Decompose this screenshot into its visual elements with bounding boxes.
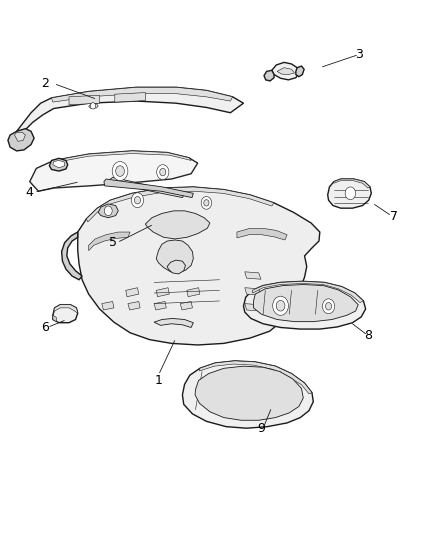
- Circle shape: [344, 187, 355, 200]
- Polygon shape: [333, 179, 369, 188]
- Text: 4: 4: [26, 186, 34, 199]
- Polygon shape: [53, 160, 64, 168]
- Polygon shape: [78, 187, 319, 345]
- Text: 5: 5: [108, 236, 117, 249]
- Circle shape: [203, 200, 208, 206]
- Polygon shape: [88, 104, 98, 109]
- Polygon shape: [186, 288, 199, 297]
- Polygon shape: [69, 95, 99, 105]
- Polygon shape: [271, 62, 298, 80]
- Circle shape: [112, 161, 127, 181]
- Polygon shape: [98, 204, 118, 217]
- Polygon shape: [108, 177, 184, 198]
- Text: 7: 7: [389, 209, 397, 223]
- Circle shape: [131, 193, 143, 208]
- Polygon shape: [167, 260, 185, 274]
- Polygon shape: [30, 151, 197, 191]
- Text: 2: 2: [41, 77, 49, 90]
- Polygon shape: [237, 228, 286, 240]
- Polygon shape: [327, 179, 371, 208]
- Polygon shape: [180, 302, 192, 310]
- Text: 1: 1: [154, 374, 162, 387]
- Polygon shape: [53, 151, 191, 163]
- Circle shape: [116, 166, 124, 176]
- Polygon shape: [295, 66, 304, 77]
- Polygon shape: [104, 179, 193, 198]
- Polygon shape: [8, 128, 34, 151]
- Polygon shape: [263, 70, 273, 81]
- Circle shape: [325, 303, 331, 310]
- Circle shape: [322, 299, 334, 314]
- Polygon shape: [53, 316, 56, 321]
- Polygon shape: [156, 288, 169, 297]
- Circle shape: [104, 206, 112, 216]
- Polygon shape: [244, 272, 260, 279]
- Text: 3: 3: [354, 48, 362, 61]
- Text: 8: 8: [363, 329, 371, 342]
- Polygon shape: [244, 288, 260, 295]
- Polygon shape: [102, 302, 114, 310]
- Polygon shape: [252, 281, 363, 303]
- Polygon shape: [125, 288, 138, 297]
- Polygon shape: [88, 232, 130, 251]
- Circle shape: [134, 197, 140, 204]
- Polygon shape: [243, 281, 365, 329]
- Circle shape: [272, 296, 288, 316]
- Circle shape: [90, 103, 95, 109]
- Text: 9: 9: [256, 422, 264, 435]
- Polygon shape: [86, 187, 273, 222]
- Polygon shape: [244, 304, 260, 311]
- Polygon shape: [61, 232, 82, 280]
- Polygon shape: [154, 302, 166, 310]
- Polygon shape: [127, 302, 140, 310]
- Circle shape: [201, 197, 211, 209]
- Polygon shape: [53, 305, 78, 322]
- Circle shape: [156, 165, 169, 180]
- Polygon shape: [49, 158, 67, 171]
- Text: 6: 6: [41, 321, 49, 334]
- Polygon shape: [253, 285, 357, 321]
- Polygon shape: [145, 211, 209, 239]
- Polygon shape: [14, 132, 25, 141]
- Circle shape: [159, 168, 166, 176]
- Polygon shape: [53, 305, 78, 316]
- Polygon shape: [115, 93, 145, 102]
- Polygon shape: [154, 318, 193, 327]
- Polygon shape: [51, 87, 232, 102]
- Polygon shape: [194, 366, 303, 420]
- Polygon shape: [182, 361, 313, 428]
- Polygon shape: [17, 87, 243, 131]
- Polygon shape: [199, 361, 311, 394]
- Circle shape: [276, 301, 284, 311]
- Polygon shape: [156, 240, 193, 273]
- Polygon shape: [276, 68, 294, 75]
